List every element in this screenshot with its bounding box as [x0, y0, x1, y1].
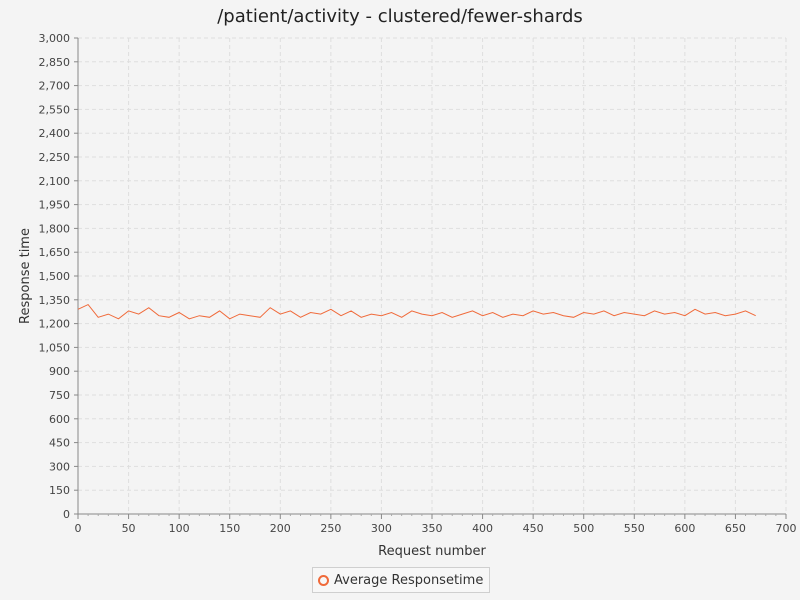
legend: Average Responsetime: [312, 567, 491, 593]
y-tick-label: 2,250: [39, 151, 71, 164]
y-tick-label: 1,350: [39, 294, 71, 307]
series-layer: [77, 303, 756, 320]
x-tick-label: 450: [523, 522, 544, 535]
x-tick-label: 150: [219, 522, 240, 535]
y-tick-label: 2,550: [39, 103, 71, 116]
y-tick-label: 150: [49, 484, 70, 497]
y-tick-label: 300: [49, 460, 70, 473]
x-tick-label: 300: [371, 522, 392, 535]
y-tick-label: 750: [49, 389, 70, 402]
grid: [77, 37, 787, 515]
series-line: [77, 303, 756, 320]
y-tick-label: 1,650: [39, 246, 71, 259]
x-tick-label: 250: [320, 522, 341, 535]
y-tick-label: 1,950: [39, 199, 71, 212]
x-tick-label: 650: [725, 522, 746, 535]
x-tick-label: 600: [674, 522, 695, 535]
y-tick-label: 3,000: [39, 32, 71, 45]
x-tick-label: 200: [270, 522, 291, 535]
x-tick-label: 50: [122, 522, 136, 535]
chart-title: /patient/activity - clustered/fewer-shar…: [217, 6, 583, 27]
y-tick-label: 600: [49, 413, 70, 426]
y-tick-label: 1,050: [39, 341, 71, 354]
y-tick-label: 2,850: [39, 56, 71, 69]
y-tick-label: 2,700: [39, 80, 71, 93]
y-tick-label: 0: [63, 508, 70, 521]
y-tick-label: 900: [49, 365, 70, 378]
y-tick-label: 450: [49, 437, 70, 450]
legend-marker-icon: [318, 574, 329, 586]
x-tick-label: 550: [624, 522, 645, 535]
x-tick-label: 0: [75, 522, 82, 535]
y-tick-label: 1,500: [39, 270, 71, 283]
y-tick-label: 1,800: [39, 222, 71, 235]
legend-label: Average Responsetime: [334, 572, 484, 588]
x-axis-label: Request number: [378, 544, 486, 559]
x-tick-label: 100: [169, 522, 190, 535]
y-axis-label: Response time: [18, 228, 33, 324]
x-tick-label: 400: [472, 522, 493, 535]
x-tick-label: 350: [422, 522, 443, 535]
ticks: 0 150 300 450 600 750 900 1,050 1,200 1,350 1,500 1…: [39, 32, 797, 535]
x-tick-label: 700: [776, 522, 797, 535]
y-tick-label: 1,200: [39, 318, 71, 331]
y-tick-label: 2,400: [39, 127, 71, 140]
y-tick-label: 2,100: [39, 175, 71, 188]
x-tick-label: 500: [573, 522, 594, 535]
